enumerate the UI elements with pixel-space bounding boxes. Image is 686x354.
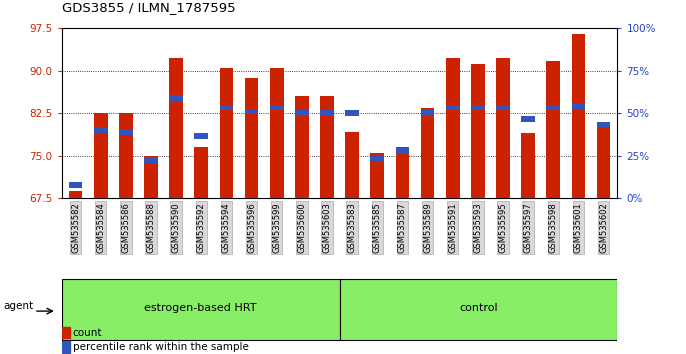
Bar [546, 105, 560, 110]
Text: GSM535591: GSM535591 [448, 202, 457, 253]
Bar [144, 156, 158, 198]
Text: GSM535601: GSM535601 [574, 202, 583, 253]
Bar [62, 327, 70, 338]
Bar [340, 280, 617, 340]
Text: GSM535599: GSM535599 [272, 202, 281, 253]
Bar [571, 34, 585, 198]
Bar [496, 58, 510, 198]
Text: GSM535595: GSM535595 [499, 202, 508, 253]
Text: GSM535593: GSM535593 [473, 202, 482, 253]
Bar [270, 105, 283, 110]
Text: agent: agent [3, 301, 34, 312]
Bar [421, 110, 434, 116]
Text: GSM535586: GSM535586 [121, 202, 130, 253]
Bar [169, 95, 183, 101]
Bar [220, 105, 233, 110]
Text: GSM535596: GSM535596 [247, 202, 256, 253]
Bar [320, 96, 334, 198]
Bar [345, 110, 359, 116]
Bar [597, 122, 611, 127]
Bar [370, 153, 384, 198]
Bar [471, 64, 485, 198]
Bar [370, 156, 384, 161]
Text: control: control [459, 303, 498, 313]
Bar [496, 105, 510, 110]
Bar [270, 68, 283, 198]
Bar [571, 103, 585, 109]
Bar [69, 191, 82, 198]
Bar [94, 113, 108, 198]
Text: GSM535592: GSM535592 [197, 202, 206, 253]
Bar [94, 127, 108, 133]
Bar [69, 182, 82, 188]
Text: GSM535587: GSM535587 [398, 202, 407, 253]
Text: GSM535598: GSM535598 [549, 202, 558, 253]
Text: GSM535590: GSM535590 [172, 202, 180, 253]
Text: percentile rank within the sample: percentile rank within the sample [73, 342, 249, 352]
Bar [295, 110, 309, 116]
Bar [546, 61, 560, 198]
Bar [345, 132, 359, 198]
Text: estrogen-based HRT: estrogen-based HRT [145, 303, 257, 313]
Text: GSM535602: GSM535602 [599, 202, 608, 253]
Bar [220, 68, 233, 198]
Text: GSM535600: GSM535600 [297, 202, 307, 253]
Text: GDS3855 / ILMN_1787595: GDS3855 / ILMN_1787595 [62, 1, 235, 14]
Bar [521, 133, 535, 198]
Bar [446, 105, 460, 110]
Bar [194, 133, 208, 139]
Text: GSM535584: GSM535584 [96, 202, 105, 253]
Text: GSM535597: GSM535597 [523, 202, 532, 253]
Bar [169, 58, 183, 198]
Bar [62, 341, 70, 353]
Bar [119, 113, 133, 198]
Bar [421, 108, 434, 198]
Text: GSM535582: GSM535582 [71, 202, 80, 253]
Text: GSM535603: GSM535603 [322, 202, 331, 253]
Bar [471, 105, 485, 110]
Bar [62, 280, 340, 340]
Bar [119, 129, 133, 135]
Bar [245, 78, 259, 198]
Bar [295, 96, 309, 198]
Bar [245, 109, 259, 114]
Text: GSM535588: GSM535588 [147, 202, 156, 253]
Bar [396, 147, 410, 198]
Text: GSM535594: GSM535594 [222, 202, 231, 253]
Text: GSM535585: GSM535585 [372, 202, 382, 253]
Bar [597, 127, 611, 198]
Text: count: count [73, 328, 102, 338]
Bar [144, 158, 158, 163]
Bar [194, 147, 208, 198]
Bar [521, 116, 535, 122]
Bar [320, 110, 334, 116]
Text: GSM535583: GSM535583 [348, 202, 357, 253]
Bar [396, 148, 410, 154]
Bar [446, 58, 460, 198]
Text: GSM535589: GSM535589 [423, 202, 432, 253]
